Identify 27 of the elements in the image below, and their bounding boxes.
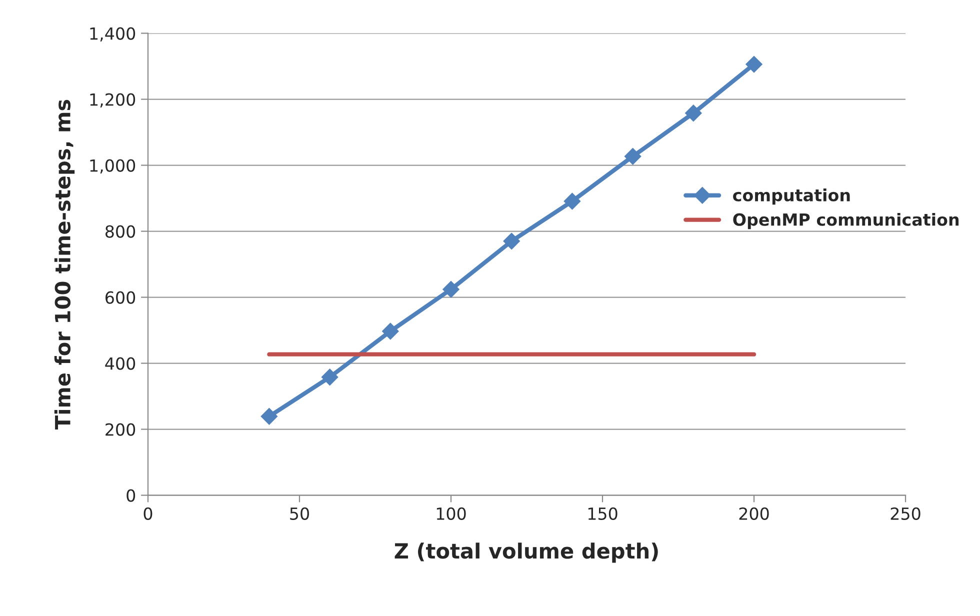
- x-tick-label: 100: [436, 507, 466, 520]
- point: [564, 192, 581, 210]
- x-tick-label: 50: [290, 507, 309, 520]
- point: [685, 104, 702, 122]
- legend-label: OpenMP communication: [733, 212, 959, 230]
- y-tick-label: 1,200: [90, 93, 136, 108]
- point: [260, 408, 278, 425]
- point: [321, 368, 338, 386]
- point: [503, 232, 520, 250]
- y-axis-title: Time for 100 time-steps, ms: [54, 100, 75, 430]
- x-tick-label: 200: [739, 507, 769, 520]
- y-tick-label: 800: [105, 225, 136, 238]
- point: [624, 148, 642, 165]
- y-tick-label: 600: [106, 291, 136, 304]
- y-tick-label: 200: [106, 423, 136, 436]
- point: [442, 280, 460, 298]
- point: [746, 56, 762, 73]
- y-tick-label: 400: [105, 357, 136, 370]
- x-axis-title: Z (total volume depth): [394, 542, 658, 563]
- point: [382, 322, 399, 340]
- legend-label: computation: [733, 188, 850, 205]
- x-tick-label: 0: [144, 507, 152, 520]
- x-tick-label: 150: [588, 507, 618, 520]
- y-tick-label: 1,000: [90, 159, 136, 174]
- y-tick-label: 1,400: [90, 27, 136, 42]
- x-tick-label: 250: [890, 507, 920, 520]
- y-tick-label: 0: [126, 489, 136, 502]
